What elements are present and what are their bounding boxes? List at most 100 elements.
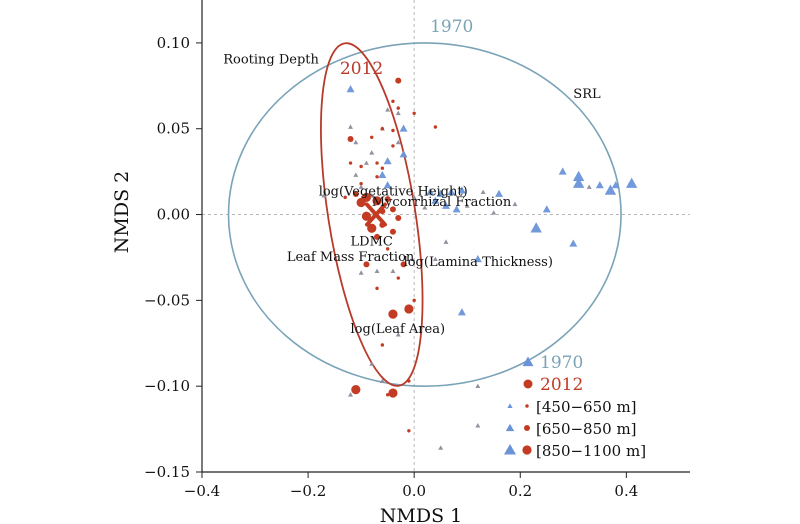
legend-label-1970: 1970 (540, 353, 583, 373)
trait-label: LDMC (351, 234, 393, 249)
point-1970 (572, 170, 585, 181)
point-1970 (358, 184, 364, 189)
point-2012 (367, 223, 377, 233)
point-1970 (569, 239, 578, 247)
point-2012 (433, 125, 438, 129)
point-1970 (383, 181, 392, 189)
point-1970 (475, 423, 481, 428)
point-1970 (447, 188, 456, 196)
point-1970 (542, 205, 551, 213)
point-1970 (369, 150, 375, 155)
point-1970 (611, 181, 620, 189)
point-1970 (378, 170, 387, 179)
x-axis-title: NMDS 1 (380, 505, 462, 524)
point-1970 (475, 383, 481, 389)
y-tick-label: 0.10 (157, 34, 190, 52)
point-2012 (361, 192, 372, 202)
point-2012 (396, 276, 400, 280)
point-1970 (512, 201, 518, 207)
trait-labels: Rooting Depth SRL log(Vegetative Height)My… (223, 17, 601, 337)
point-2012 (407, 429, 411, 433)
y-tick-label: −0.15 (144, 463, 190, 481)
point-2012 (372, 196, 382, 206)
point-2012 (374, 233, 381, 240)
point-1970 (353, 172, 359, 177)
point-2012 (343, 195, 347, 200)
point-2012 (389, 228, 396, 235)
point-2012 (412, 111, 416, 115)
point-2012 (380, 127, 385, 131)
point-2012 (385, 393, 390, 397)
trait-label: log(Leaf Area) (351, 322, 446, 337)
point-2012 (375, 175, 379, 179)
point-1970 (395, 332, 401, 337)
point-2012 (412, 298, 416, 303)
point-1970 (399, 150, 408, 158)
point-2012 (391, 128, 395, 133)
trait-label: Mycorrhizal Fraction (372, 195, 512, 210)
trait-label: Leaf Mass Fraction (287, 250, 415, 265)
point-1970 (558, 167, 567, 175)
point-2012 (375, 286, 379, 291)
point-2012 (400, 261, 407, 268)
point-1970 (395, 139, 401, 145)
legend-marker-2012 (523, 379, 533, 389)
point-2012 (384, 196, 391, 203)
y-axis-title: NMDS 2 (111, 171, 133, 253)
legend-size-triangle (504, 444, 516, 455)
trait-label: log(Vegetative Height) (319, 185, 468, 200)
legend-size-triangle (505, 423, 515, 432)
point-1970 (385, 107, 391, 112)
point-2012 (391, 99, 395, 103)
point-2012 (361, 211, 372, 221)
point-1970 (369, 361, 375, 366)
point-1970 (399, 124, 408, 132)
centroid-marker (364, 202, 387, 227)
point-1970 (495, 189, 504, 197)
y-tick-label: 0.05 (157, 120, 190, 138)
legend-size-triangle (507, 403, 513, 408)
y-tick-label: −0.05 (144, 291, 190, 309)
point-2012 (396, 106, 400, 110)
point-2012 (359, 181, 363, 186)
x-tick-label: −0.4 (184, 482, 220, 500)
legend-elevation-label: [650−850 m] (536, 420, 637, 438)
point-2012 (389, 206, 396, 213)
trait-label: Rooting Depth (223, 53, 319, 68)
point-1970 (348, 392, 353, 397)
point-2012 (395, 214, 402, 221)
point-1970 (438, 445, 444, 450)
trait-label: SRL (573, 87, 601, 102)
point-2012 (385, 247, 390, 251)
point-1970 (586, 184, 592, 189)
point-1970 (464, 203, 470, 208)
point-1970 (348, 124, 353, 129)
legend-size-circle (524, 425, 530, 431)
legend-elevation-label: [850−1100 m] (536, 442, 646, 460)
point-1970 (452, 205, 461, 213)
point-1970 (426, 188, 435, 196)
point-2012 (347, 136, 354, 143)
centroid-x-marker (364, 202, 387, 227)
trait-label: log(Lamina Thickness) (404, 255, 553, 270)
point-1970 (358, 270, 364, 275)
ellipse-label-2012: 2012 (340, 59, 383, 79)
data-points (321, 77, 638, 450)
point-2012 (395, 77, 402, 84)
point-2012 (370, 135, 374, 140)
point-1970 (431, 196, 440, 204)
point-2012 (388, 309, 398, 319)
point-1970 (436, 189, 445, 197)
point-1970 (395, 110, 401, 116)
ellipse-2012 (320, 42, 424, 387)
point-1970 (604, 184, 617, 195)
point-1970 (491, 210, 497, 215)
point-2012 (380, 343, 385, 347)
point-1970 (442, 201, 450, 209)
legend-size-circle (525, 404, 529, 408)
point-2012 (375, 161, 379, 165)
y-tick-label: 0.00 (157, 206, 190, 224)
point-1970 (572, 177, 585, 188)
point-1970 (480, 189, 486, 195)
